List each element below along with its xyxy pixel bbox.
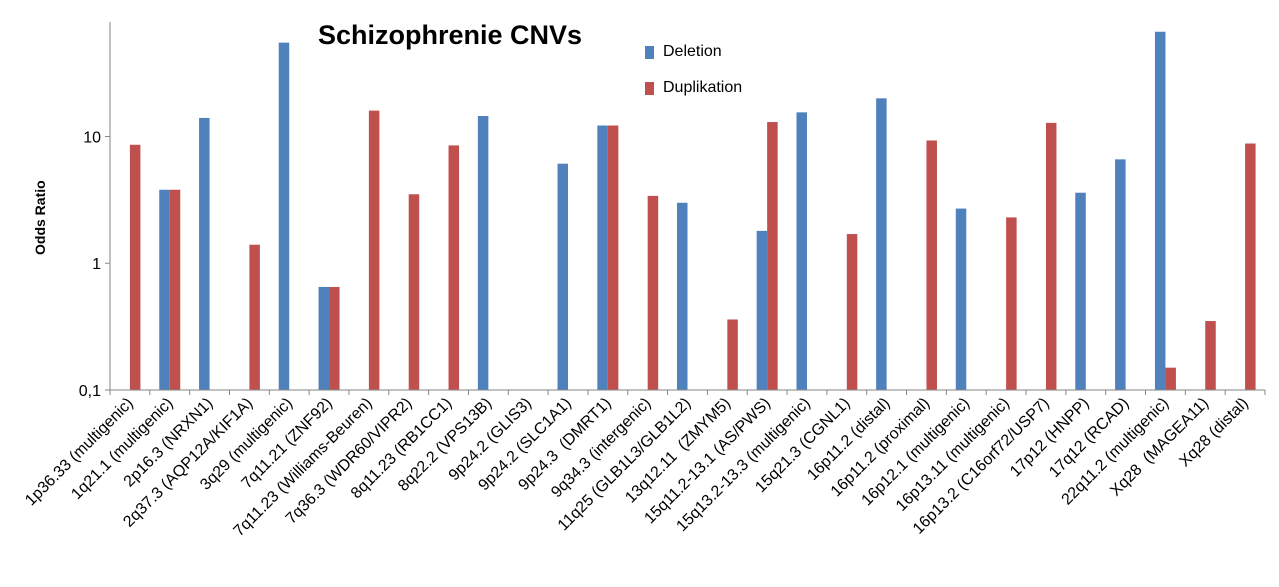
legend-item-deletion: Deletion	[645, 34, 742, 70]
y-axis-label: Odds Ratio	[32, 180, 48, 255]
bar-deletion	[955, 208, 967, 390]
legend-label-deletion: Deletion	[663, 43, 722, 60]
legend-label-duplikation: Duplikation	[663, 79, 743, 96]
bar-deletion	[1115, 159, 1126, 390]
bar-deletion	[278, 42, 290, 390]
chart-title: Schizophrenie CNVs	[318, 20, 583, 50]
bar-deletion	[477, 116, 489, 390]
bar-duplikation	[1245, 143, 1256, 390]
bar-deletion	[796, 112, 807, 391]
bar-duplikation	[169, 189, 181, 390]
bar-duplikation	[329, 286, 340, 390]
bar-duplikation	[1205, 321, 1216, 390]
bar-duplikation	[448, 145, 460, 390]
bar-deletion	[876, 98, 887, 390]
bar-duplikation	[607, 125, 619, 390]
y-tick-label: 0,1	[79, 383, 101, 400]
bar-duplikation	[368, 110, 380, 390]
bar-deletion	[159, 189, 170, 390]
bar-duplikation	[846, 234, 858, 390]
bar-duplikation	[926, 140, 937, 390]
bar-duplikation	[129, 144, 141, 390]
bar-deletion	[677, 202, 688, 390]
bars-layer	[129, 31, 1256, 391]
bar-duplikation	[249, 244, 260, 390]
bar-duplikation	[767, 122, 778, 391]
bar-duplikation	[1006, 217, 1017, 390]
bar-duplikation	[408, 194, 420, 390]
bar-duplikation	[1165, 367, 1176, 390]
y-tick-label: 10	[83, 129, 101, 146]
bar-deletion	[756, 230, 768, 390]
bar-duplikation	[727, 319, 738, 390]
y-ticks-layer: 0,1 1 10	[79, 129, 110, 400]
legend-swatch-duplikation	[645, 81, 654, 95]
bar-deletion	[1154, 31, 1166, 390]
bar-deletion	[557, 163, 569, 390]
legend-item-duplikation: Duplikation	[645, 70, 742, 106]
bar-deletion	[318, 286, 330, 390]
bar-deletion	[199, 117, 210, 391]
bar-duplikation	[1045, 122, 1057, 390]
bar-duplikation	[647, 195, 659, 390]
x-ticks-layer: 1p36.33 (multigenic)1q21.1 (multigenic)2…	[22, 390, 1266, 540]
chart-legend: Deletion Duplikation	[645, 34, 742, 106]
bar-deletion	[1075, 192, 1086, 390]
bar-deletion	[597, 125, 608, 390]
legend-swatch-deletion	[645, 45, 654, 59]
y-tick-label: 1	[92, 256, 101, 273]
